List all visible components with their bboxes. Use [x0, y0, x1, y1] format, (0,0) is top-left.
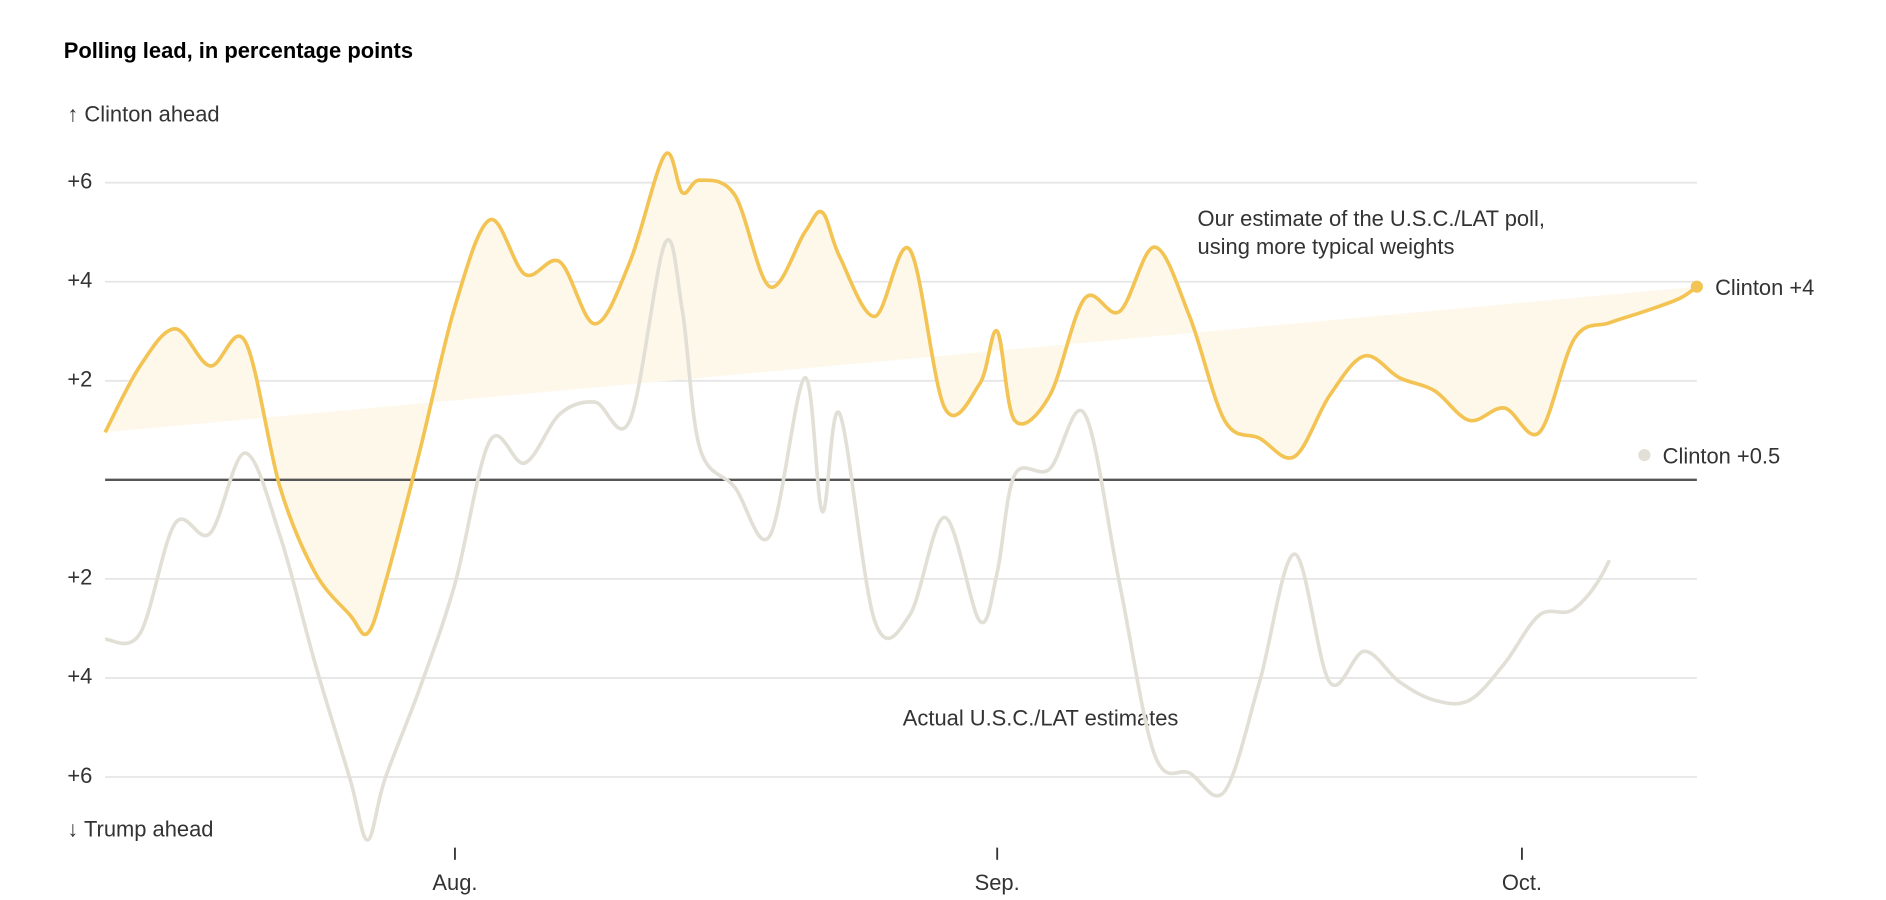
end-label: Clinton +4: [1715, 275, 1814, 300]
chart-title: Polling lead, in percentage points: [64, 38, 413, 63]
annotation: using more typical weights: [1198, 234, 1455, 259]
bottom-label: ↓ Trump ahead: [67, 816, 213, 841]
end-dot: [1690, 280, 1703, 293]
series-line: [104, 238, 1612, 842]
y-tick-label: +6: [67, 763, 92, 788]
y-tick-label: +4: [67, 664, 92, 689]
top-label: ↑ Clinton ahead: [67, 101, 219, 126]
series-line: [103, 151, 1698, 637]
y-tick-label: +6: [67, 168, 92, 193]
annotation: Our estimate of the U.S.C./LAT poll,: [1198, 206, 1545, 231]
end-dot: [1638, 448, 1651, 462]
end-label: Clinton +0.5: [1663, 443, 1781, 468]
y-tick-label: +2: [67, 367, 92, 392]
area-layer: [105, 153, 1697, 635]
y-tick-label: +2: [67, 565, 92, 590]
spread-area: [105, 153, 1697, 635]
x-tick-label: Oct.: [1502, 870, 1542, 895]
y-tick-label: +4: [67, 268, 92, 293]
x-tick-label: Sep.: [975, 870, 1020, 895]
annotation: Actual U.S.C./LAT estimates: [903, 706, 1179, 731]
x-tick-label: Aug.: [432, 870, 477, 895]
